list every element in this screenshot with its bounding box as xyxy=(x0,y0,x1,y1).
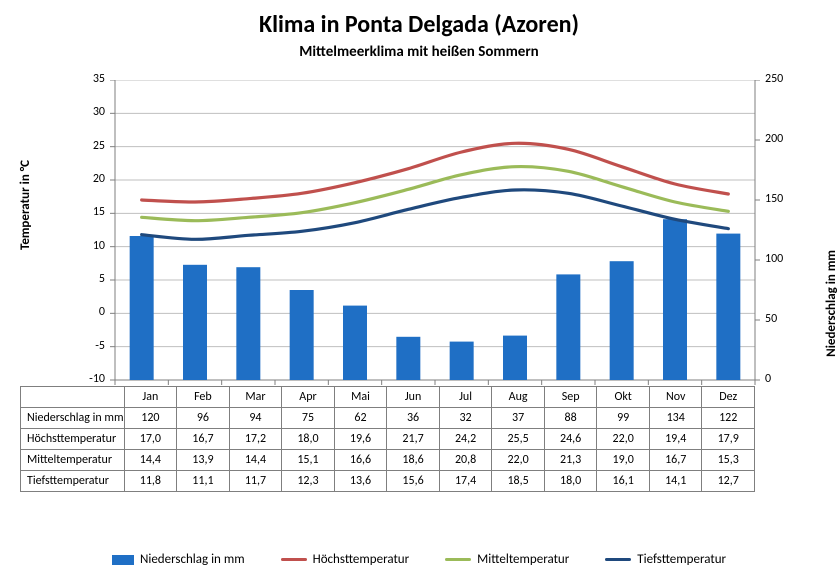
table-cell: 18,6 xyxy=(387,450,440,471)
table-cell: 122 xyxy=(702,408,755,429)
chart-title: Klima in Ponta Delgada (Azoren) xyxy=(0,0,838,39)
table-cell: 19,4 xyxy=(649,429,702,450)
table-cell: 16,7 xyxy=(649,450,702,471)
table-cell: 22,0 xyxy=(597,429,650,450)
table-header-cell: Okt xyxy=(597,387,650,408)
table-cell: 17,0 xyxy=(124,429,177,450)
table-cell: 134 xyxy=(649,408,702,429)
legend-item: Mitteltemperatur xyxy=(445,552,569,567)
table-cell: 19,6 xyxy=(334,429,387,450)
y-left-tick-label: -5 xyxy=(0,339,105,353)
table-header-cell: Mai xyxy=(334,387,387,408)
table-header-cell: Jan xyxy=(124,387,177,408)
y-left-tick-label: 20 xyxy=(0,172,105,186)
table-cell: 62 xyxy=(334,408,387,429)
table-cell: 32 xyxy=(439,408,492,429)
chart-plot-area: -10-505101520253035050100150200250 xyxy=(0,80,838,420)
table-cell: 15,3 xyxy=(702,450,755,471)
table-cell: 75 xyxy=(282,408,335,429)
table-cell: 25,5 xyxy=(492,429,545,450)
table-cell: 11,1 xyxy=(177,471,230,492)
table-cell: 16,6 xyxy=(334,450,387,471)
table-cell: 21,3 xyxy=(544,450,597,471)
table-header-cell: Dez xyxy=(702,387,755,408)
table-cell: 99 xyxy=(597,408,650,429)
table-cell: 20,8 xyxy=(439,450,492,471)
y-right-tick-label: 200 xyxy=(765,132,783,146)
table-cell: 18,0 xyxy=(544,471,597,492)
y-right-tick-label: 0 xyxy=(765,372,771,386)
legend-item: Tiefsttemperatur xyxy=(605,552,726,567)
table-header-cell: Mar xyxy=(229,387,282,408)
table-cell: 120 xyxy=(124,408,177,429)
chart-subtitle: Mittelmeerklima mit heißen Sommern xyxy=(0,43,838,61)
table-cell: 17,2 xyxy=(229,429,282,450)
legend-swatch-line xyxy=(445,558,471,561)
table-cell: 88 xyxy=(544,408,597,429)
legend-swatch-box xyxy=(112,555,134,565)
table-cell: 24,6 xyxy=(544,429,597,450)
table-cell: 16,7 xyxy=(177,429,230,450)
legend-swatch-line xyxy=(605,558,631,561)
table-cell: 11,7 xyxy=(229,471,282,492)
table-cell: 16,1 xyxy=(597,471,650,492)
y-left-tick-label: 30 xyxy=(0,105,105,119)
table-cell: 12,7 xyxy=(702,471,755,492)
table-cell: 17,9 xyxy=(702,429,755,450)
y-right-tick-label: 100 xyxy=(765,252,783,266)
table-cell: 14,4 xyxy=(124,450,177,471)
table-cell: 13,9 xyxy=(177,450,230,471)
table-row-label: Tiefsttemperatur xyxy=(21,471,125,492)
y-left-tick-label: -10 xyxy=(0,372,105,386)
table-header-cell: Jun xyxy=(387,387,440,408)
table-row-label: Höchsttemperatur xyxy=(21,429,125,450)
table-cell: 18,0 xyxy=(282,429,335,450)
legend-swatch-line xyxy=(281,558,307,561)
table-cell: 24,2 xyxy=(439,429,492,450)
table-row-label: Mitteltemperatur xyxy=(21,450,125,471)
y-left-tick-label: 25 xyxy=(0,139,105,153)
table-header-cell: Aug xyxy=(492,387,545,408)
table-cell: 36 xyxy=(387,408,440,429)
table-header-cell: Feb xyxy=(177,387,230,408)
table-cell: 14,1 xyxy=(649,471,702,492)
table-cell: 21,7 xyxy=(387,429,440,450)
legend-item: Niederschlag in mm xyxy=(112,552,245,567)
y-left-tick-label: 5 xyxy=(0,272,105,286)
table-header-cell: Sep xyxy=(544,387,597,408)
table-cell: 12,3 xyxy=(282,471,335,492)
y-right-tick-label: 150 xyxy=(765,192,783,206)
table-cell: 18,5 xyxy=(492,471,545,492)
table-cell: 15,6 xyxy=(387,471,440,492)
legend-item: Höchsttemperatur xyxy=(281,552,410,567)
table-cell: 94 xyxy=(229,408,282,429)
chart-legend: Niederschlag in mm Höchsttemperatur Mittel… xyxy=(0,552,838,567)
table-row-label: Niederschlag in mm xyxy=(21,408,125,429)
y-left-tick-label: 15 xyxy=(0,205,105,219)
y-left-tick-label: 35 xyxy=(0,72,105,86)
data-table: JanFebMarAprMaiJunJulAugSepOktNovDez Nied… xyxy=(20,386,755,492)
table-cell: 14,4 xyxy=(229,450,282,471)
table-header-cell: Jul xyxy=(439,387,492,408)
table-cell: 19,0 xyxy=(597,450,650,471)
table-cell: 17,4 xyxy=(439,471,492,492)
table-cell: 13,6 xyxy=(334,471,387,492)
table-cell: 96 xyxy=(177,408,230,429)
table-cell: 22,0 xyxy=(492,450,545,471)
y-right-tick-label: 250 xyxy=(765,72,783,86)
table-cell: 11,8 xyxy=(124,471,177,492)
y-right-tick-label: 50 xyxy=(765,312,777,326)
y-left-tick-label: 10 xyxy=(0,239,105,253)
y-left-tick-label: 0 xyxy=(0,305,105,319)
table-header-cell: Nov xyxy=(649,387,702,408)
table-cell: 15,1 xyxy=(282,450,335,471)
table-cell: 37 xyxy=(492,408,545,429)
table-header-cell: Apr xyxy=(282,387,335,408)
